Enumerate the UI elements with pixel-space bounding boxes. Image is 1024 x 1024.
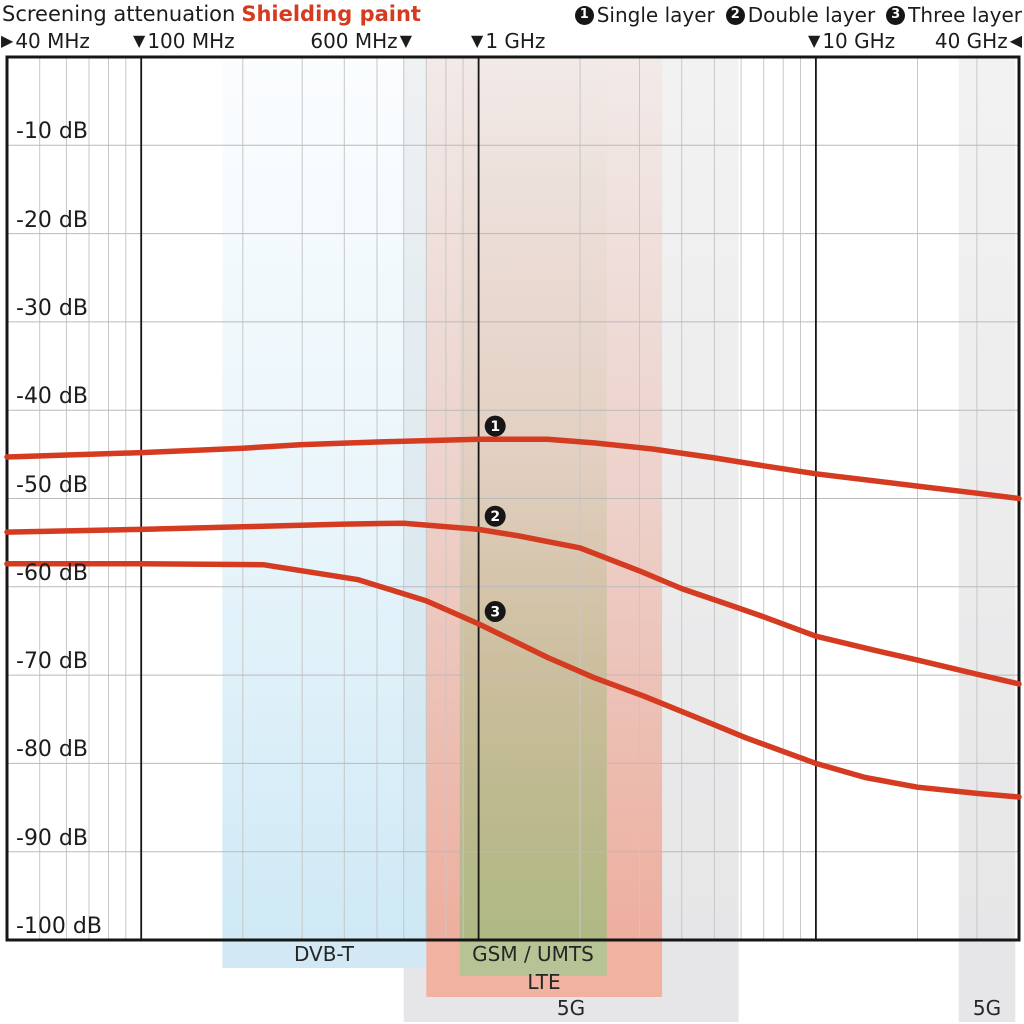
band-box-dvbt (222, 940, 427, 968)
frequency-axis-labels: ▶ 40 MHz ▼ 100 MHz 600 MHz ▼ ▼ 1 GHz ▼ 10 GHz 40 G… (0, 28, 1024, 54)
db-label-80: -80 dB (16, 737, 88, 762)
legend-item-label: Double layer (747, 3, 876, 27)
freq-label-text: 10 GHz (822, 29, 896, 53)
db-label-50: -50 dB (16, 473, 88, 498)
legend-item-label: Three layer (908, 3, 1022, 27)
db-label-100: -100 dB (16, 914, 102, 939)
legend-item-label: Single layer (596, 3, 715, 27)
db-axis-labels: -10 dB -20 dB -30 dB -40 dB -50 dB -60 dB -70 … (0, 0, 120, 1024)
curve-double-layer (4, 520, 1022, 687)
db-label-90: -90 dB (16, 826, 88, 851)
legend-badge-3-icon: 3 (886, 5, 906, 25)
curve-three-layer (4, 561, 1022, 800)
freq-label-100-mhz: ▼ 100 MHz (133, 28, 235, 54)
curve-marker-1: 1 (484, 415, 506, 437)
legend-badge-1-icon: 1 (574, 5, 594, 25)
right-arrow-icon: ▶ (1, 31, 14, 50)
down-arrow-icon: ▼ (471, 31, 484, 50)
curve-marker-3: 3 (484, 601, 506, 622)
freq-label-text: 40 GHz (934, 29, 1008, 53)
db-label-70: -70 dB (16, 649, 88, 674)
freq-label-600-mhz: 600 MHz ▼ (310, 28, 412, 54)
curve-marker-digit: 2 (490, 509, 500, 525)
legend-item-3: 3 Three layer (886, 3, 1022, 27)
freq-label-40-ghz: 40 GHz ◀ (935, 28, 1022, 54)
band-box-gsm-umts (459, 940, 607, 976)
down-arrow-icon: ▼ (808, 31, 821, 50)
down-arrow-icon: ▼ (399, 31, 412, 50)
band-box-5g-mmwave (958, 940, 1016, 1022)
freq-label-1-ghz: ▼ 1 GHz (471, 28, 545, 54)
chart-title-brand: Shielding paint (241, 2, 421, 26)
legend-item-1: 1 Single layer (574, 3, 715, 27)
curve-marker-digit: 1 (490, 419, 500, 435)
freq-label-40-mhz: ▶ 40 MHz (1, 28, 90, 54)
down-arrow-icon: ▼ (133, 31, 146, 50)
freq-label-10-ghz: ▼ 10 GHz (808, 28, 895, 54)
curve-marker-2: 2 (484, 505, 506, 527)
db-label-20: -20 dB (16, 208, 88, 233)
grid-horizontal (7, 144, 1019, 853)
grid-major-vertical (140, 57, 817, 940)
legend-badge-2-icon: 2 (725, 5, 745, 25)
left-arrow-icon: ◀ (1009, 31, 1022, 50)
chart-title: Screening attenuation Shielding paint (2, 1, 421, 27)
db-label-60: -60 dB (16, 561, 88, 586)
freq-label-text: 40 MHz (15, 29, 90, 53)
freq-label-text: 100 MHz (147, 29, 235, 53)
legend: 1 Single layer 2 Double layer 3 Three layer (574, 3, 1022, 27)
db-label-10: -10 dB (16, 119, 88, 144)
curve-marker-digit: 3 (490, 605, 500, 621)
db-label-30: -30 dB (16, 296, 88, 321)
chart-title-text: Screening attenuation (2, 2, 236, 26)
freq-label-text: 1 GHz (485, 29, 546, 53)
freq-label-text: 600 MHz (310, 29, 398, 53)
db-label-40: -40 dB (16, 384, 88, 409)
legend-item-2: 2 Double layer (725, 3, 876, 27)
curve-single-layer (4, 436, 1022, 502)
